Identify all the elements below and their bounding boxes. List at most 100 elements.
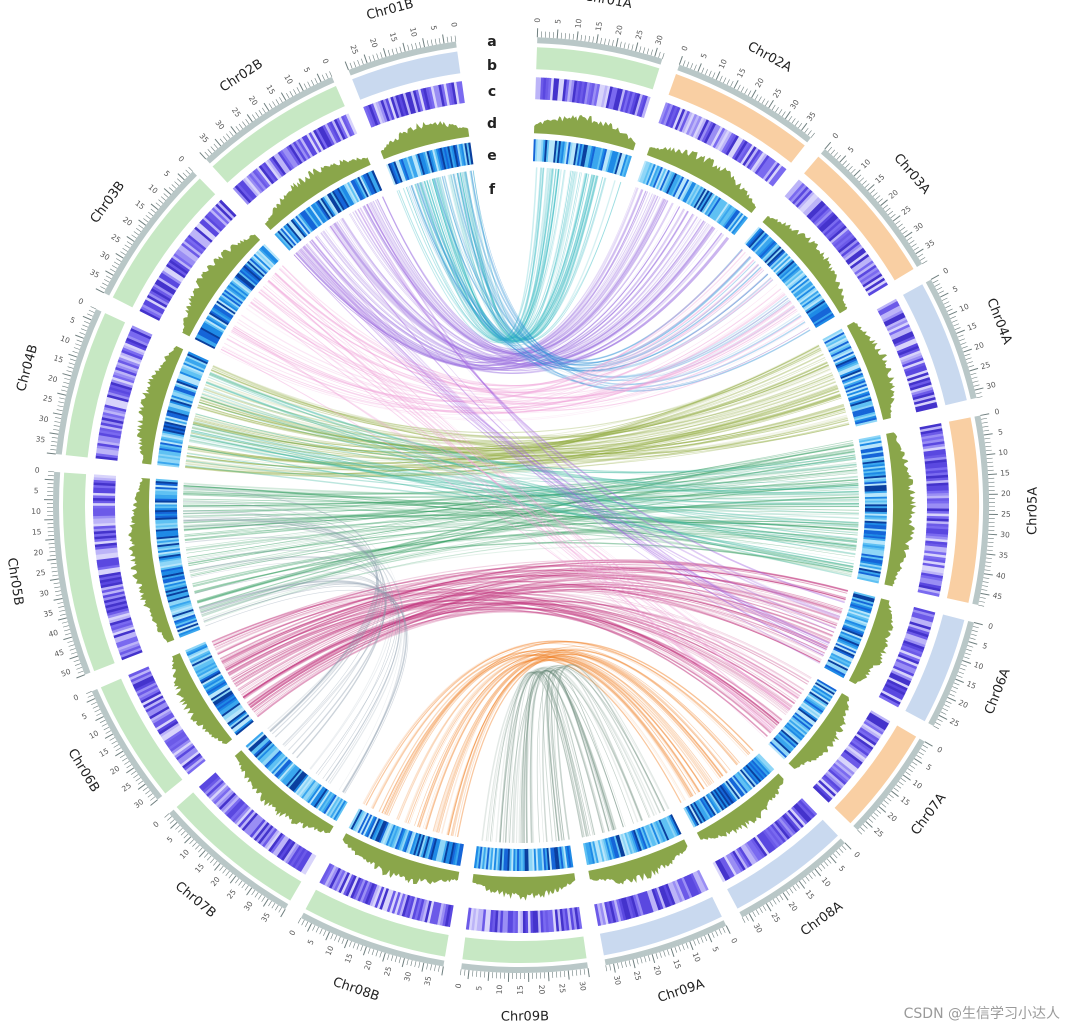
synteny-link (223, 594, 790, 712)
density-bin (163, 267, 184, 283)
tick-mark (718, 928, 722, 935)
synteny-link (232, 596, 801, 697)
synteny-link (520, 664, 669, 844)
synteny-link (234, 316, 802, 414)
heatmap-bin (853, 409, 876, 418)
tick-mark (185, 169, 191, 175)
heatmap-bin (782, 267, 802, 284)
heatmap-bin (245, 731, 264, 748)
density-bin (288, 144, 303, 165)
heatmap-bin (693, 188, 707, 209)
heatmap-bin (417, 153, 426, 176)
tick-mark (902, 230, 908, 235)
synteny-link (375, 195, 659, 352)
synteny-link (248, 585, 831, 706)
density-bin (727, 136, 742, 158)
heatmap-bin (422, 836, 431, 859)
density-bin (144, 299, 166, 313)
heatmap-bin (418, 835, 427, 857)
heatmap-bin (757, 239, 775, 258)
tick-mark (838, 848, 844, 853)
heatmap-bin (196, 333, 218, 346)
density-bin (926, 530, 949, 535)
synteny-link (258, 268, 763, 394)
synteny-link (185, 387, 839, 478)
tick-mark (46, 452, 56, 455)
heatmap-bin (843, 622, 865, 633)
tick-mark (862, 180, 867, 185)
heatmap-bin (863, 473, 886, 478)
tick-mark (95, 716, 104, 722)
heatmap-bin (864, 496, 887, 500)
heatmap-bin (522, 848, 525, 871)
heatmap-bin (839, 632, 861, 644)
density-bin (789, 808, 806, 827)
density-bin (796, 801, 814, 820)
synteny-link (183, 461, 857, 507)
synteny-link (183, 512, 395, 776)
density-bin (321, 864, 335, 886)
tick-mark (361, 58, 364, 65)
tick-mark (61, 621, 68, 624)
density-bin (385, 98, 395, 120)
density-bin (919, 425, 943, 433)
synteny-link (212, 559, 847, 644)
synteny-link (472, 170, 809, 390)
density-bin (287, 845, 302, 866)
synteny-link (205, 381, 852, 578)
density-bin (333, 869, 346, 891)
density-bin (298, 851, 313, 873)
tick-mark (948, 310, 958, 316)
tick-mark (895, 220, 901, 225)
synteny-link (233, 293, 786, 410)
density-bin (138, 686, 160, 699)
tick-label: 20 (108, 764, 121, 777)
density-bin (172, 740, 193, 757)
synteny-link (183, 510, 859, 530)
heatmap-bin (554, 140, 560, 163)
tick-mark (740, 86, 745, 93)
heatmap-bin (415, 153, 424, 176)
tick-mark (367, 947, 371, 954)
synteny-link (221, 569, 841, 663)
tick-mark (268, 900, 272, 907)
density-bin (509, 910, 514, 933)
density-bin (794, 803, 812, 822)
tick-label: 10 (495, 984, 504, 994)
tick-mark (880, 199, 888, 206)
density-bin (100, 424, 123, 432)
tick-mark (853, 169, 861, 177)
tick-mark (53, 425, 60, 427)
synteny-link (270, 277, 794, 707)
density-bin (634, 893, 644, 916)
tick-mark (905, 771, 911, 776)
chromosome-label: Chr04A (983, 296, 1014, 346)
density-bin (714, 128, 728, 150)
density-bin (166, 732, 187, 748)
synteny-link (348, 209, 686, 359)
density-bin (158, 274, 179, 289)
heatmap-bin (483, 847, 488, 870)
tick-mark (158, 199, 164, 204)
tick-mark (947, 696, 957, 702)
heatmap-bin (331, 799, 345, 820)
heatmap-bin (495, 848, 499, 871)
heatmap-bin (712, 200, 727, 221)
synteny-link (183, 450, 855, 496)
density-bin (417, 88, 426, 111)
heatmap-bin (442, 841, 450, 864)
synteny-link (388, 651, 715, 817)
tick-label: 30 (402, 971, 413, 983)
density-bin (892, 333, 915, 345)
tick-mark (619, 41, 622, 48)
synteny-link (417, 169, 560, 341)
tick-mark (969, 367, 979, 372)
density-bin (119, 644, 141, 656)
tick-mark (61, 389, 68, 392)
heatmap-bin (288, 770, 305, 790)
density-bin (733, 849, 748, 870)
heatmap-bin (713, 789, 728, 809)
synteny-link (197, 364, 829, 448)
heatmap-bin (424, 836, 432, 859)
tick-mark (228, 873, 233, 879)
